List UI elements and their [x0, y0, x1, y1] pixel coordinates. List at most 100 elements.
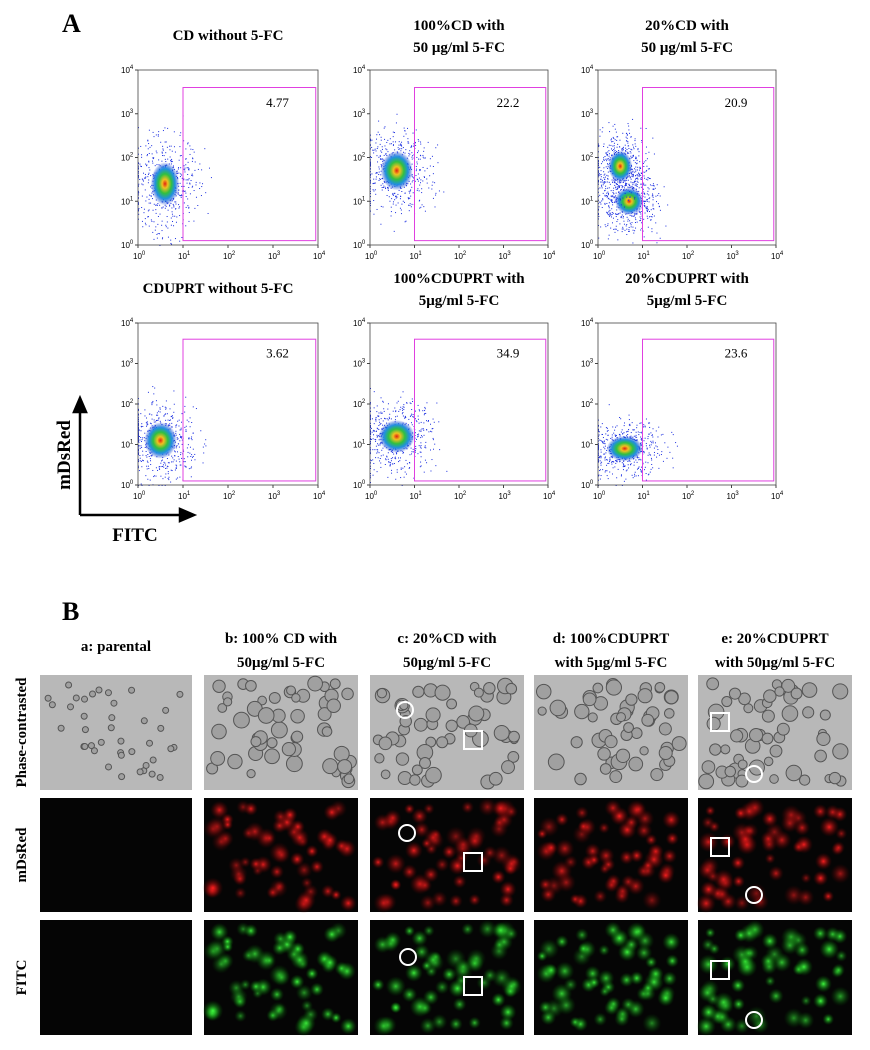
- event-dot: [142, 226, 143, 227]
- event-dot: [398, 461, 399, 462]
- event-dot: [196, 197, 197, 198]
- event-dot: [613, 137, 614, 138]
- tick-exponent: 3: [735, 491, 739, 497]
- cell: [249, 858, 262, 871]
- event-dot: [609, 187, 610, 188]
- cell: [556, 996, 575, 1015]
- event-dot: [420, 207, 421, 208]
- event-dot: [645, 201, 646, 202]
- cell: [598, 748, 610, 760]
- event-dot: [150, 464, 151, 465]
- event-dot: [146, 197, 147, 198]
- event-dot: [599, 457, 600, 458]
- event-dot: [140, 460, 141, 461]
- event-dot: [650, 184, 651, 185]
- event-dot: [613, 229, 614, 230]
- event-dot: [623, 469, 624, 470]
- event-dot: [602, 469, 603, 470]
- cell: [202, 878, 223, 899]
- event-dot: [141, 157, 142, 158]
- event-dot: [615, 436, 616, 437]
- y-tick-label: 101: [121, 196, 134, 206]
- event-dot: [181, 436, 182, 437]
- event-dot: [180, 437, 181, 438]
- event-dot: [423, 428, 424, 429]
- event-dot: [412, 133, 413, 134]
- cell: [269, 1002, 288, 1021]
- event-dot: [436, 403, 437, 404]
- event-dot: [181, 422, 182, 423]
- event-dot: [157, 224, 158, 225]
- event-dot: [395, 196, 396, 197]
- event-dot: [601, 170, 602, 171]
- event-dot: [388, 403, 389, 404]
- cell: [731, 978, 745, 992]
- event-dot: [606, 153, 607, 154]
- row-label: FITC: [14, 960, 30, 996]
- cell: [540, 1010, 556, 1026]
- event-dot: [409, 210, 410, 211]
- event-dot: [607, 168, 608, 169]
- event-dot: [651, 444, 652, 445]
- event-dot: [156, 213, 157, 214]
- cell: [402, 864, 417, 879]
- gate: [415, 88, 546, 241]
- event-dot: [173, 412, 174, 413]
- cell: [111, 700, 117, 706]
- event-dot: [610, 184, 611, 185]
- event-dot: [181, 237, 182, 238]
- event-dot: [191, 436, 192, 437]
- event-dot: [411, 448, 412, 449]
- cell: [143, 762, 149, 768]
- cell: [105, 690, 111, 696]
- event-dot: [405, 153, 406, 154]
- event-dot: [633, 155, 634, 156]
- event-dot: [608, 463, 609, 464]
- event-dot: [204, 443, 205, 444]
- cell: [797, 1012, 814, 1029]
- event-dot: [622, 187, 623, 188]
- tick-exponent: 2: [130, 153, 134, 159]
- event-dot: [628, 464, 629, 465]
- event-dot: [651, 231, 652, 232]
- event-dot: [400, 397, 401, 398]
- event-dot: [605, 204, 606, 205]
- event-dot: [139, 436, 140, 437]
- cell: [442, 967, 456, 981]
- event-dot: [611, 141, 612, 142]
- event-dot: [607, 181, 608, 182]
- event-dot: [614, 145, 615, 146]
- event-dot: [660, 195, 661, 196]
- event-dot: [417, 434, 418, 435]
- event-dot: [161, 466, 162, 467]
- event-dot: [599, 440, 600, 441]
- event-dot: [646, 207, 647, 208]
- event-dot: [652, 138, 653, 139]
- event-dot: [378, 166, 379, 167]
- x-tick-label: 102: [223, 491, 236, 501]
- cell: [412, 765, 422, 775]
- event-dot: [635, 175, 636, 176]
- event-dot: [633, 174, 634, 175]
- event-dot: [644, 172, 645, 173]
- event-dot: [191, 466, 192, 467]
- event-dot: [602, 434, 603, 435]
- event-dot: [417, 152, 418, 153]
- event-dot: [619, 434, 620, 435]
- event-dot: [410, 196, 411, 197]
- event-dot: [418, 416, 419, 417]
- event-dot: [643, 166, 644, 167]
- event-dot: [181, 175, 182, 176]
- event-dot: [644, 193, 645, 194]
- event-dot: [601, 462, 602, 463]
- event-dot: [423, 167, 424, 168]
- event-dot: [179, 459, 180, 460]
- event-dot: [616, 226, 617, 227]
- event-dot: [372, 432, 373, 433]
- event-dot: [146, 426, 147, 427]
- plot-title: 5μg/ml 5-FC: [647, 293, 728, 309]
- event-dot: [185, 164, 186, 165]
- event-dot: [635, 171, 636, 172]
- event-dot: [624, 207, 625, 208]
- event-dot: [142, 455, 143, 456]
